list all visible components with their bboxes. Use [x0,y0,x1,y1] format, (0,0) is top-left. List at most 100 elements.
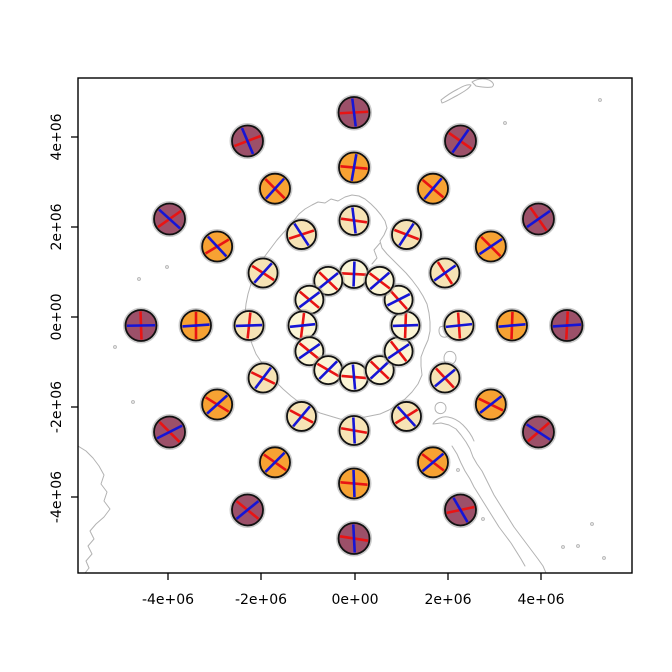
blue-axis-line [235,500,260,520]
glyph-halo [336,465,372,501]
blue-axis-line [206,394,229,415]
glyph-halo [389,217,424,252]
aniso-glyph-ring-inner-90 [337,257,371,291]
blue-axis-line [206,235,228,258]
y-axis-label: -2e+06 [49,381,65,433]
blue-axis-line [392,323,419,328]
aniso-glyph-ring-second-210 [246,360,281,395]
aniso-glyph-ring-outer-210 [151,413,188,450]
blue-axis-line [434,368,456,388]
aniso-glyph-ring-second-90 [336,203,371,238]
blue-axis-line [387,343,410,360]
aniso-glyph-ring-second-30 [427,255,462,290]
y-axis-label: 4e+06 [49,113,65,160]
glyph-halo [442,123,479,160]
aniso-glyph-ring-inner-210 [292,334,326,368]
blue-axis-line [526,209,551,229]
glyph-halo [335,520,372,557]
blue-axis-line [318,360,339,380]
blue-axis-line [369,360,390,380]
aniso-glyph-ring-third-300 [415,444,451,480]
blue-axis-line [421,452,445,473]
aniso-glyph-ring-second-120 [284,217,319,252]
glyph-halo [292,334,326,368]
coastline-path [440,84,472,104]
aniso-glyph-ring-outer-180 [123,307,160,344]
blue-axis-line [158,208,181,230]
aniso-glyph-ring-outer-330 [520,413,557,450]
coastline-path [78,445,111,573]
aniso-glyph-ring-outer-150 [151,201,188,238]
glyph-halo [311,264,345,298]
blue-axis-line [289,322,316,329]
coastline-islet [456,468,460,472]
blue-axis-line [352,261,356,287]
glyph-halo [151,413,188,450]
glyph-halo [427,255,462,290]
glyph-layer [123,94,585,557]
glyph-halo [415,444,451,480]
coastline-path [432,422,547,573]
glyph-halo [232,308,267,343]
blue-axis-line [451,128,470,154]
aniso-glyph-ring-third-180 [178,307,214,343]
coastline-islet [131,400,135,404]
aniso-glyph-ring-second-300 [389,399,424,434]
glyph-halo [382,283,416,317]
aniso-glyph-ring-third-0 [494,307,530,343]
aniso-glyph-ring-outer-120 [229,123,266,160]
coastline-islet [561,545,565,549]
aniso-glyph-ring-third-60 [415,171,451,207]
glyph-halo [229,123,266,160]
glyph-halo [257,171,293,207]
coastline-islet [590,522,594,526]
blue-axis-line [240,127,255,155]
blue-axis-line [298,291,321,309]
blue-axis-line [182,323,210,328]
blue-axis-line [396,405,417,428]
blue-axis-line [433,264,457,282]
blue-axis-line [235,323,263,328]
coastline-path [432,416,475,442]
glyph-halo [336,413,371,448]
x-axis-label: 0e+00 [331,592,378,608]
glyph-halo [442,491,479,528]
glyph-halo [441,308,476,343]
blue-axis-line [264,451,286,473]
aniso-glyph-ring-third-120 [257,171,293,207]
blue-axis-line [479,395,503,414]
glyph-halo [363,264,397,298]
coastline-path [471,78,494,88]
aniso-glyph-ring-third-270 [336,465,372,501]
aniso-glyph-ring-third-240 [257,444,293,480]
blue-axis-line [350,98,358,127]
glyph-halo [427,360,462,395]
aniso-glyph-ring-second-330 [427,360,462,395]
aniso-glyph-ring-outer-90 [335,94,372,131]
x-axis-label: -2e+06 [235,592,287,608]
blue-axis-line [293,222,310,247]
glyph-halo [548,307,585,344]
glyph-halo [335,94,372,131]
glyph-halo [336,150,372,186]
blue-axis-line [352,417,356,444]
blue-axis-line [292,405,311,428]
aniso-glyph-ring-third-150 [199,229,235,265]
glyph-halo [246,360,281,395]
blue-axis-line [298,342,321,360]
aniso-glyph-ring-inner-330 [382,334,416,368]
glyph-halo [229,491,266,528]
glyph-halo [178,307,214,343]
x-axis-label: -4e+06 [142,592,194,608]
y-axis-label: 0e+00 [49,293,65,340]
aniso-glyph-ring-outer-30 [520,201,557,238]
blue-axis-line [156,424,183,440]
glyph-halo [415,171,451,207]
glyph-halo [199,386,235,422]
aniso-glyph-ring-second-270 [336,413,371,448]
blue-axis-line [398,222,415,247]
coastline-islet [602,556,606,560]
aniso-glyph-ring-second-60 [389,217,424,252]
